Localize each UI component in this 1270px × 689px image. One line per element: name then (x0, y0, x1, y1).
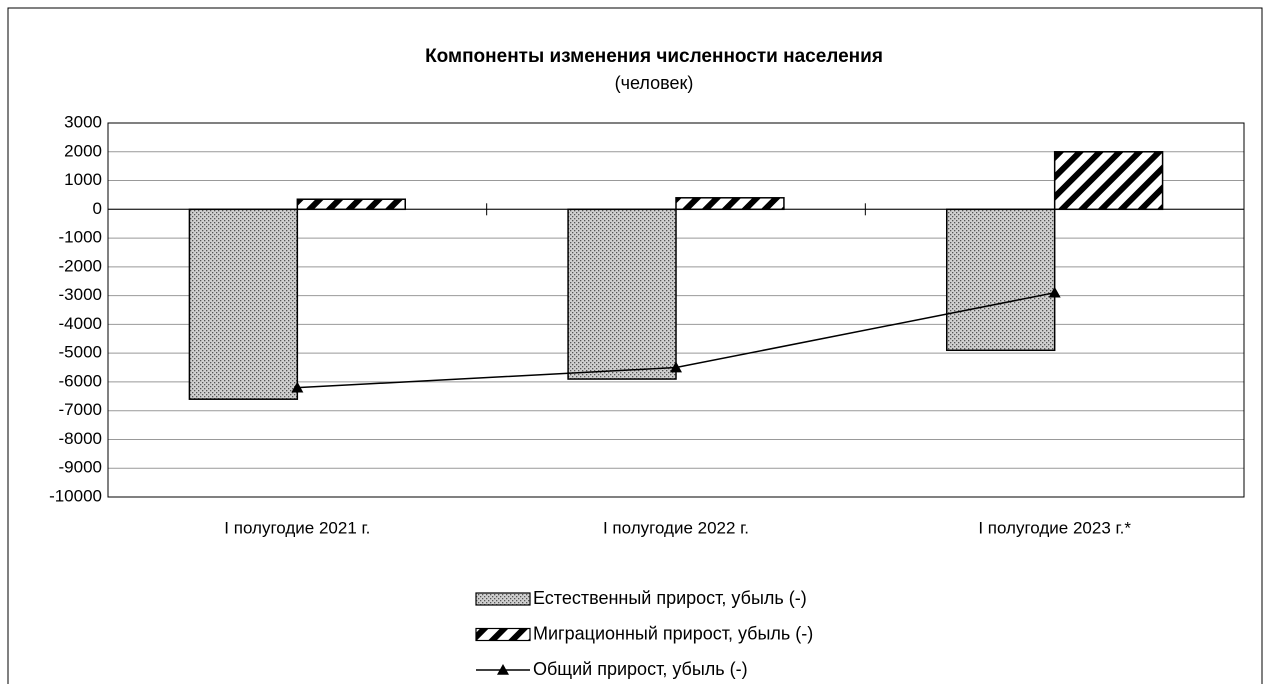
y-tick-label: -2000 (59, 256, 102, 275)
y-tick-label: 1000 (64, 170, 102, 189)
y-tick-label: -1000 (59, 228, 102, 247)
y-tick-label: 0 (93, 199, 102, 218)
chart-title: Компоненты изменения численности населен… (425, 46, 883, 67)
legend-swatch (475, 627, 531, 642)
y-tick-label: -5000 (59, 343, 102, 362)
legend-label: Миграционный прирост, убыль (-) (533, 623, 813, 643)
plot-border (107, 122, 1245, 498)
y-tick-label: -7000 (59, 400, 102, 419)
line-marker (291, 381, 304, 393)
y-tick-label: -9000 (59, 458, 102, 477)
chart-subtitle: (человек) (615, 73, 694, 93)
legend-label: Естественный прирост, убыль (-) (533, 588, 807, 608)
x-tick-label: I полугодие 2021 г. (224, 518, 370, 537)
y-tick-label: 2000 (64, 141, 102, 160)
y-tick-label: -4000 (59, 314, 102, 333)
bar (945, 208, 1056, 352)
bar (567, 208, 677, 380)
x-tick-label: I полугодие 2023 г.* (978, 518, 1131, 537)
y-tick-label: -8000 (59, 429, 102, 448)
line-marker (1048, 286, 1061, 298)
legend-label: Общий прирост, убыль (-) (533, 659, 748, 679)
y-tick-label: -10000 (49, 486, 102, 505)
bar (675, 197, 785, 211)
legend-marker (497, 664, 509, 675)
bar (296, 198, 407, 211)
y-tick-label: 3000 (64, 112, 102, 131)
bar (188, 208, 299, 400)
x-tick-label: I полугодие 2022 г. (603, 518, 749, 537)
line-marker (670, 361, 682, 373)
legend-swatch (475, 592, 531, 606)
bar (1053, 151, 1164, 211)
y-tick-label: -3000 (59, 285, 102, 304)
y-tick-label: -6000 (59, 371, 102, 390)
chart-border (7, 7, 1263, 689)
